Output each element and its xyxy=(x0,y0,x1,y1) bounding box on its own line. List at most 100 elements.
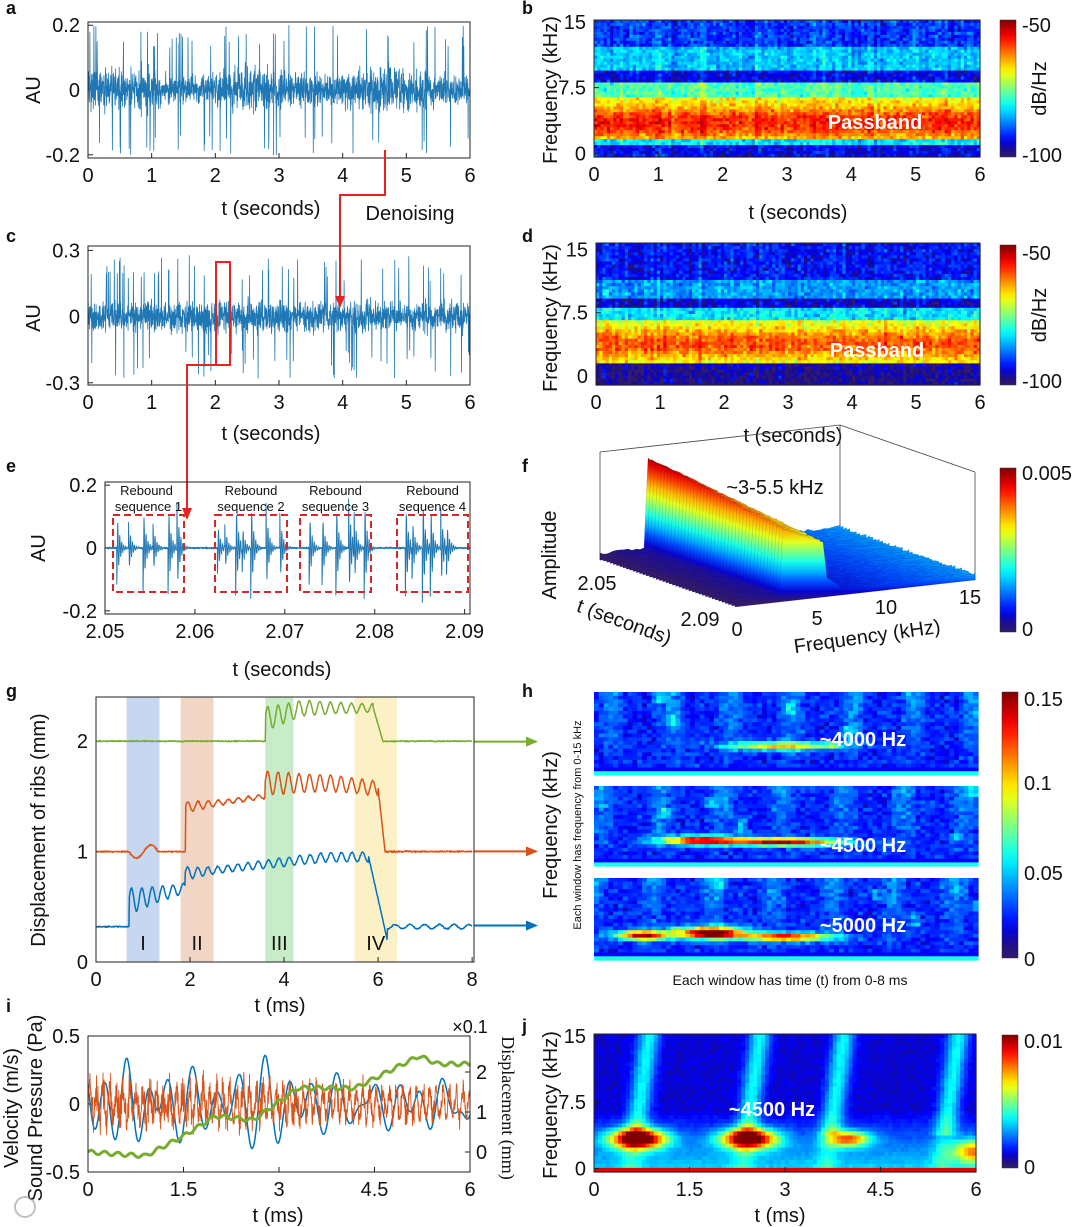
heat-cell xyxy=(870,55,875,60)
heat-cell xyxy=(787,26,791,30)
heat-cell xyxy=(844,85,849,90)
heat-cell xyxy=(696,58,701,63)
heat-cell xyxy=(825,46,830,51)
heat-cell xyxy=(806,67,811,72)
heat-cell xyxy=(751,58,756,63)
heat-cell xyxy=(941,46,946,51)
heat-cell xyxy=(693,46,698,51)
heat-cell xyxy=(941,100,946,104)
heat-cell xyxy=(825,73,830,78)
heat-cell xyxy=(899,37,904,42)
heat-cell xyxy=(677,40,682,45)
heat-cell xyxy=(793,64,798,69)
heat-cell xyxy=(819,40,823,45)
heat-cell xyxy=(976,64,981,69)
heat-cell xyxy=(635,61,640,66)
heat-cell xyxy=(758,97,762,101)
heat-cell xyxy=(886,26,891,30)
heat-cell xyxy=(899,23,904,27)
heat-cell xyxy=(668,100,672,104)
heat-cell xyxy=(960,52,965,57)
heat-cell xyxy=(777,79,782,84)
heat-cell xyxy=(915,40,920,45)
heat-cell xyxy=(941,73,946,78)
heat-cell xyxy=(696,100,701,104)
heat-cell xyxy=(693,49,698,54)
heat-cell xyxy=(931,34,936,39)
heat-cell xyxy=(877,85,881,90)
heat-cell xyxy=(687,43,692,48)
heat-cell xyxy=(780,94,785,99)
heat-cell xyxy=(754,46,759,51)
heat-cell xyxy=(758,91,762,96)
heat-cell xyxy=(944,61,949,66)
heat-cell xyxy=(655,49,659,54)
heat-cell xyxy=(758,94,762,99)
heat-cell xyxy=(635,31,640,36)
heat-cell xyxy=(793,40,798,45)
heat-cell xyxy=(844,31,849,36)
heat-cell xyxy=(668,73,672,78)
heat-cell xyxy=(809,31,814,36)
heat-cell xyxy=(690,100,695,104)
heat-cell xyxy=(774,91,778,96)
heat-cell xyxy=(935,94,939,99)
heat-cell xyxy=(864,28,868,33)
heat-cell xyxy=(661,46,666,51)
heat-cell xyxy=(735,106,740,110)
heat-cell xyxy=(896,97,901,101)
heat-cell xyxy=(722,91,727,96)
heat-cell xyxy=(770,88,775,93)
heat-cell xyxy=(877,64,881,69)
heat-cell xyxy=(909,23,913,27)
heat-cell xyxy=(594,55,598,60)
heat-cell xyxy=(906,88,910,93)
heat-cell xyxy=(857,55,862,60)
heat-cell xyxy=(600,43,605,48)
heat-cell xyxy=(960,20,965,24)
heat-cell xyxy=(767,55,772,60)
heat-cell xyxy=(970,91,975,96)
heat-cell xyxy=(780,76,785,81)
heat-cell xyxy=(703,73,708,78)
heat-cell xyxy=(947,40,952,45)
heat-cell xyxy=(857,49,862,54)
heat-cell xyxy=(970,73,975,78)
heat-cell xyxy=(674,37,679,42)
heat-cell xyxy=(700,20,704,24)
heat-cell xyxy=(822,97,827,101)
heat-cell xyxy=(812,23,817,27)
heat-cell xyxy=(851,79,856,84)
heat-cell xyxy=(803,26,807,30)
heat-cell xyxy=(867,97,872,101)
heat-cell xyxy=(658,26,663,30)
heat-cell xyxy=(902,43,907,48)
heat-cell xyxy=(616,100,621,104)
heat-cell xyxy=(677,31,682,36)
heat-cell xyxy=(668,49,672,54)
heat-cell xyxy=(745,49,749,54)
heat-cell xyxy=(880,55,885,60)
heat-cell xyxy=(700,46,704,51)
heat-cell xyxy=(883,91,888,96)
heat-cell xyxy=(713,100,717,104)
heat-cell xyxy=(803,73,807,78)
heat-cell xyxy=(600,40,605,45)
heat-cell xyxy=(613,20,618,24)
heat-cell xyxy=(725,82,730,87)
heat-cell xyxy=(594,67,598,72)
heat-cell xyxy=(867,31,872,36)
panel-label-a: a xyxy=(6,0,17,18)
heat-cell xyxy=(799,26,804,30)
heat-cell xyxy=(748,88,753,93)
heat-cell xyxy=(623,76,627,81)
heat-cell xyxy=(668,61,672,66)
heat-cell xyxy=(742,58,746,63)
heat-cell xyxy=(600,58,605,63)
heat-cell xyxy=(729,82,733,87)
heat-cell xyxy=(613,91,618,96)
heat-cell xyxy=(915,52,920,57)
heat-cell xyxy=(629,46,634,51)
heat-cell xyxy=(742,94,746,99)
heat-cell xyxy=(835,34,840,39)
